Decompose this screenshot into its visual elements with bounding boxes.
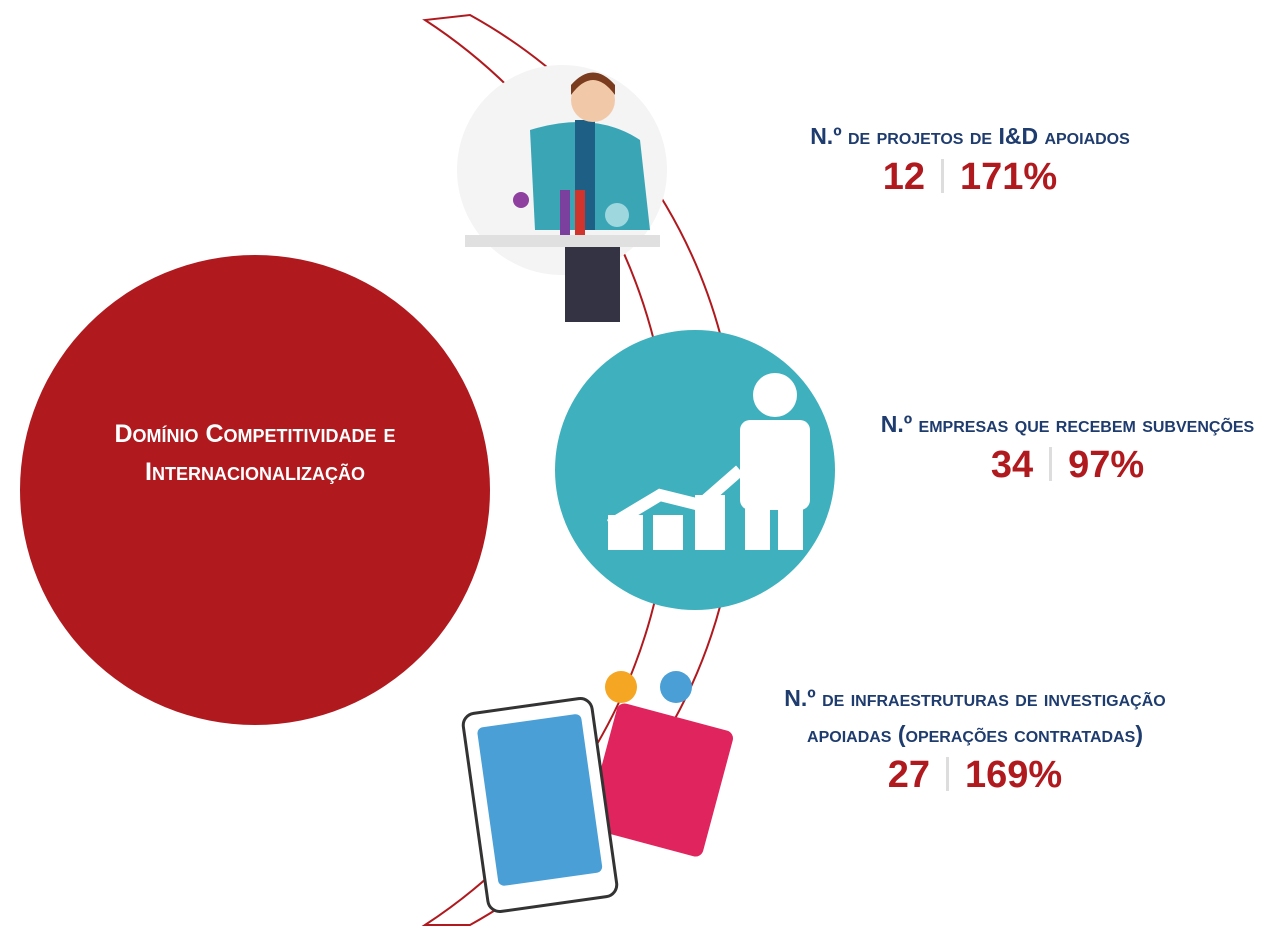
- page: Domínio Competitividade e Internacionali…: [0, 0, 1268, 934]
- separator: [941, 159, 944, 193]
- indicator-label: N.º de projetos de I&D apoiados: [790, 118, 1150, 154]
- indicator-value: 27: [888, 754, 930, 796]
- indicator: N.º de infraestruturas de investigação a…: [775, 680, 1175, 797]
- indicator: N.º de projetos de I&D apoiados 12 171%: [790, 118, 1150, 199]
- separator: [946, 757, 949, 791]
- growth-icon: [555, 330, 835, 610]
- indicator-label: N.º de infraestruturas de investigação a…: [775, 680, 1175, 752]
- indicator-percent: 169%: [965, 754, 1062, 796]
- indicator-percent: 97%: [1068, 444, 1144, 486]
- indicator-values: 12 171%: [790, 156, 1150, 199]
- center-title: Domínio Competitividade e Internacionali…: [60, 415, 450, 491]
- indicator: N.º empresas que recebem subvenções 34 97…: [870, 406, 1265, 487]
- indicator-value: 12: [883, 156, 925, 198]
- separator: [1049, 447, 1052, 481]
- indicator-values: 27 169%: [775, 754, 1175, 797]
- indicator-label: N.º empresas que recebem subvenções: [870, 406, 1265, 442]
- indicator-value: 34: [991, 444, 1033, 486]
- indicator-percent: 171%: [960, 156, 1057, 198]
- indicator-values: 34 97%: [870, 444, 1265, 487]
- tablet-icon: [462, 671, 735, 913]
